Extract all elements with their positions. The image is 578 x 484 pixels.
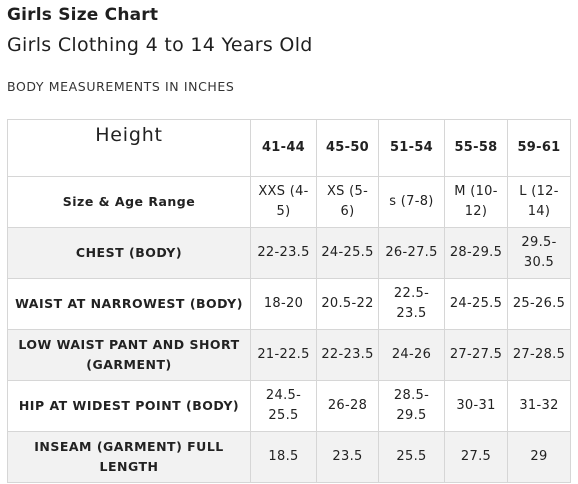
row-label: WAIST AT NARROWEST (BODY) [7, 278, 251, 330]
table-cell: 22-23.5 [250, 227, 317, 279]
table-row: INSEAM (GARMENT) FULL LENGTH 18.5 23.5 2… [7, 431, 571, 483]
table-cell: 28.5-29.5 [378, 380, 445, 432]
table-row: HIP AT WIDEST POINT (BODY) 24.5-25.5 26-… [7, 380, 571, 432]
table-row: LOW WAIST PANT AND SHORT (GARMENT) 21-22… [7, 329, 571, 381]
table-cell: 24.5-25.5 [250, 380, 317, 432]
table-cell: 29.5-30.5 [507, 227, 571, 279]
table-cell: 22.5-23.5 [378, 278, 445, 330]
page-title: Girls Size Chart [7, 5, 159, 25]
column-header: 59-61 [507, 119, 571, 177]
row-label: CHEST (BODY) [7, 227, 251, 279]
column-header: 51-54 [378, 119, 445, 177]
row-label: INSEAM (GARMENT) FULL LENGTH [7, 431, 251, 483]
table-cell: XXS (4-5) [250, 176, 317, 228]
table-cell: 21-22.5 [250, 329, 317, 381]
table-cell: 29 [507, 431, 571, 483]
table-cell: 24-25.5 [316, 227, 379, 279]
table-row: Size & Age Range XXS (4-5) XS (5-6) s (7… [7, 176, 571, 228]
table-cell: XS (5-6) [316, 176, 379, 228]
table-cell: 26-27.5 [378, 227, 445, 279]
table-cell: 28-29.5 [444, 227, 508, 279]
table-cell: 24-26 [378, 329, 445, 381]
section-label: BODY MEASUREMENTS IN INCHES [7, 79, 235, 94]
table-cell: 23.5 [316, 431, 379, 483]
column-header: 55-58 [444, 119, 508, 177]
row-label: HIP AT WIDEST POINT (BODY) [7, 380, 251, 432]
table-cell: 18-20 [250, 278, 317, 330]
table-row: CHEST (BODY) 22-23.5 24-25.5 26-27.5 28-… [7, 227, 571, 279]
table-cell: 26-28 [316, 380, 379, 432]
header-row: Height 41-44 45-50 51-54 55-58 59-61 [7, 119, 571, 177]
table-cell: 30-31 [444, 380, 508, 432]
table-cell: L (12-14) [507, 176, 571, 228]
table-cell: 25.5 [378, 431, 445, 483]
page-subtitle: Girls Clothing 4 to 14 Years Old [7, 34, 313, 56]
table-cell: 24-25.5 [444, 278, 508, 330]
column-header: 41-44 [250, 119, 317, 177]
table-row: WAIST AT NARROWEST (BODY) 18-20 20.5-22 … [7, 278, 571, 330]
row-label: Size & Age Range [7, 176, 251, 228]
table-cell: 27-27.5 [444, 329, 508, 381]
height-header: Height [7, 119, 251, 177]
table-cell: 31-32 [507, 380, 571, 432]
table-cell: M (10-12) [444, 176, 508, 228]
table-cell: s (7-8) [378, 176, 445, 228]
table-cell: 27.5 [444, 431, 508, 483]
table-cell: 25-26.5 [507, 278, 571, 330]
table-cell: 18.5 [250, 431, 317, 483]
table-cell: 27-28.5 [507, 329, 571, 381]
row-label: LOW WAIST PANT AND SHORT (GARMENT) [7, 329, 251, 381]
column-header: 45-50 [316, 119, 379, 177]
size-chart-table: Height 41-44 45-50 51-54 55-58 59-61 Siz… [7, 119, 571, 483]
table-cell: 20.5-22 [316, 278, 379, 330]
table-cell: 22-23.5 [316, 329, 379, 381]
